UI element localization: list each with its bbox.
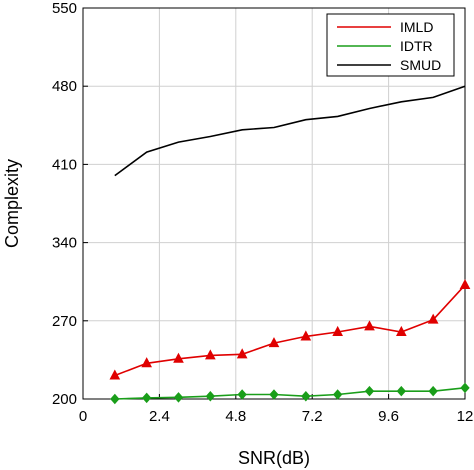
data-point-imld xyxy=(141,357,152,368)
data-point-imld xyxy=(459,278,471,290)
data-point-idtr xyxy=(141,392,152,404)
series-line-imld xyxy=(114,284,466,377)
series-line-idtr xyxy=(114,387,466,400)
series-group xyxy=(109,85,471,405)
series-line-smud xyxy=(114,85,466,177)
data-point-idtr xyxy=(301,390,311,402)
x-tick-label: 7.2 xyxy=(302,408,323,425)
data-point-imld xyxy=(236,348,248,359)
x-tick-label: 9.6 xyxy=(378,408,399,425)
data-point-idtr xyxy=(205,390,216,402)
y-tick-label: 410 xyxy=(52,156,77,173)
legend-label-imld: IMLD xyxy=(400,19,433,35)
axis-ticks: 0 2.4 4.8 7.2 9.6 12 200 270 340 410 480 550 xyxy=(52,0,473,425)
data-point-idtr xyxy=(460,382,470,394)
data-point-idtr xyxy=(428,385,438,397)
data-point-imld xyxy=(364,320,375,331)
legend-label-smud: SMUD xyxy=(400,57,441,73)
data-point-idtr xyxy=(269,389,279,400)
x-tick-label: 4.8 xyxy=(225,408,246,425)
grid xyxy=(82,7,466,400)
data-point-imld xyxy=(109,369,121,380)
data-point-idtr xyxy=(364,385,375,397)
data-point-imld xyxy=(205,349,216,360)
legend-label-idtr: IDTR xyxy=(400,38,433,54)
y-axis-label: Complexity xyxy=(2,159,22,248)
y-tick-label: 200 xyxy=(52,391,77,408)
y-tick-label: 550 xyxy=(52,0,77,17)
data-point-imld xyxy=(173,352,184,363)
x-axis-label: SNR(dB) xyxy=(238,448,310,468)
data-point-imld xyxy=(300,330,312,341)
y-tick-label: 340 xyxy=(52,235,77,252)
data-point-imld xyxy=(332,325,343,336)
x-tick-label: 12 xyxy=(457,408,474,425)
data-point-idtr xyxy=(173,392,184,403)
y-tick-label: 270 xyxy=(52,313,77,330)
data-point-imld xyxy=(396,325,407,336)
data-point-idtr xyxy=(332,389,343,400)
data-point-imld xyxy=(268,337,280,348)
data-point-idtr xyxy=(237,389,247,400)
y-tick-label: 480 xyxy=(52,78,77,95)
legend: IMLD IDTR SMUD xyxy=(326,13,455,77)
data-point-idtr xyxy=(110,393,120,405)
data-point-imld xyxy=(427,313,439,324)
x-tick-label: 0 xyxy=(79,408,87,425)
data-point-idtr xyxy=(396,385,407,397)
x-tick-label: 2.4 xyxy=(149,408,170,425)
